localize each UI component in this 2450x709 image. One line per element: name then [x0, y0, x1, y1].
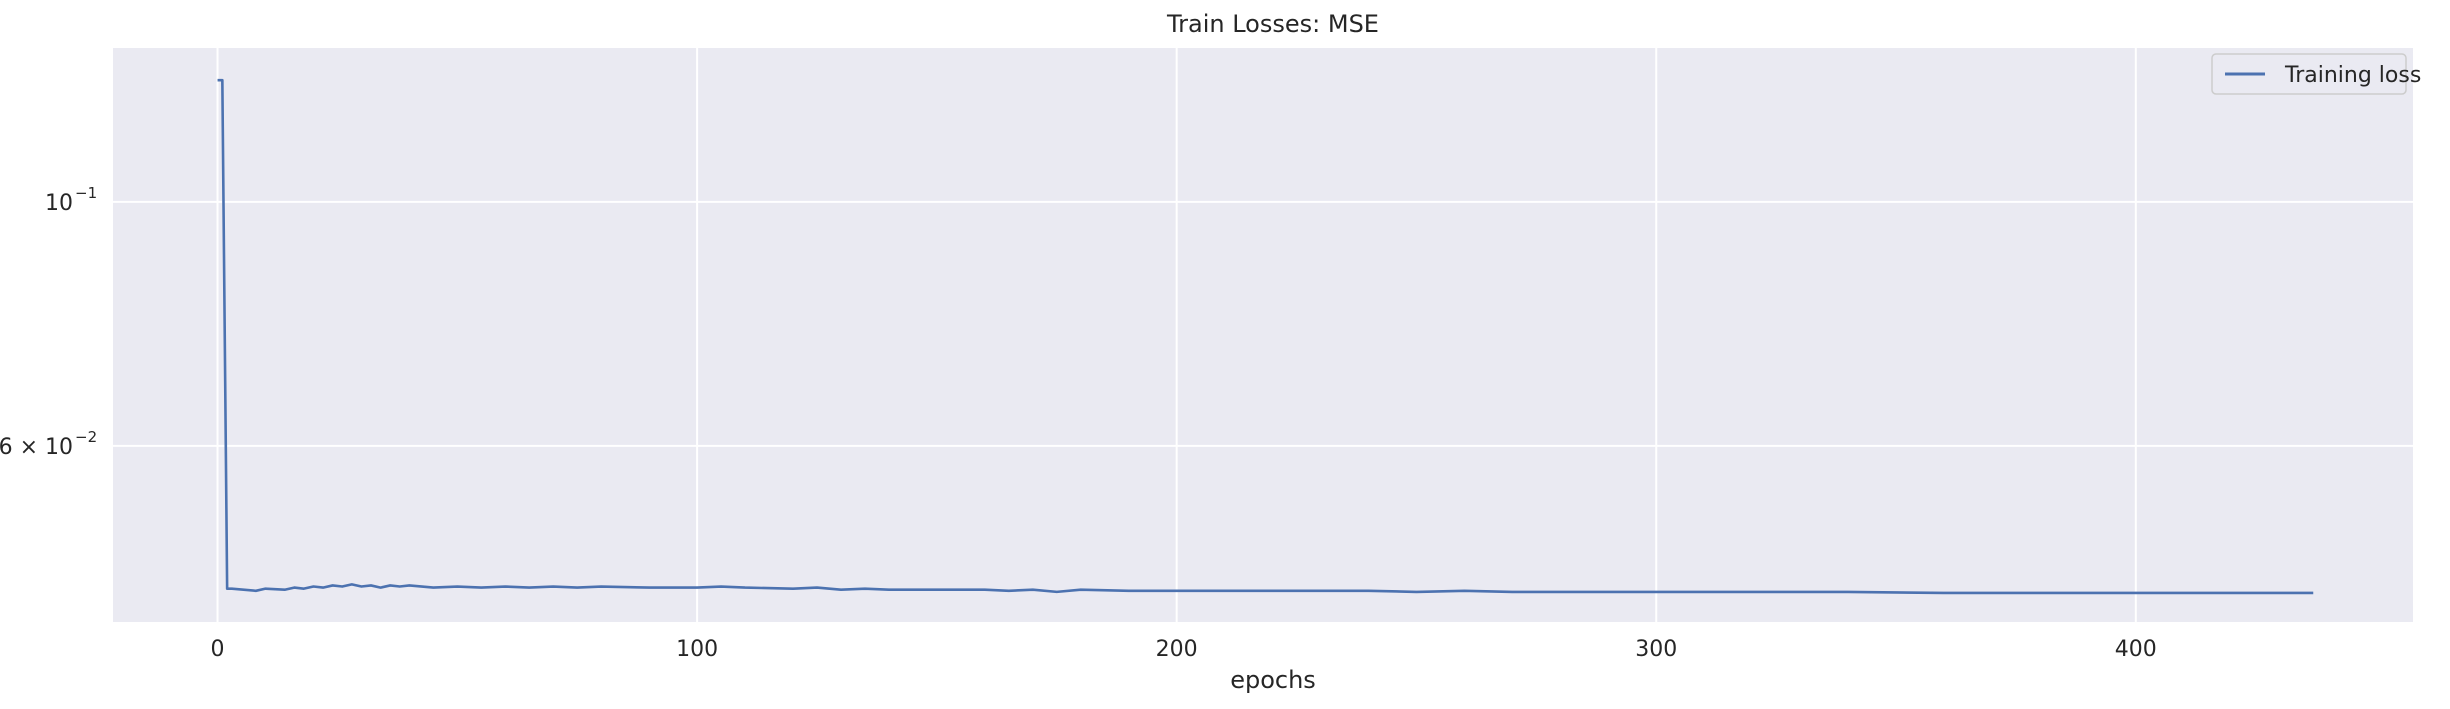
- x-tick-label: 400: [2115, 637, 2157, 662]
- series-line-training-loss: [217, 78, 2314, 595]
- y-tick-exponent: −1: [75, 184, 97, 202]
- x-tick-label: 300: [1635, 637, 1677, 662]
- x-tick-label: 200: [1156, 637, 1198, 662]
- legend: Training loss: [2211, 53, 2421, 95]
- grid-lines: [113, 48, 2413, 622]
- plot-background: [113, 48, 2413, 622]
- legend-label-training-loss: Training loss: [2284, 63, 2421, 88]
- x-tick-label: 0: [211, 637, 225, 662]
- x-tick-labels: 0 100 200 300 400: [211, 637, 2157, 662]
- x-axis-label: epochs: [1230, 666, 1316, 694]
- y-tick-label: 10: [45, 191, 73, 216]
- y-tick-label: 6 × 10: [0, 435, 73, 460]
- legend-box: [2211, 53, 2407, 95]
- chart-title: Train Losses: MSE: [1166, 10, 1379, 38]
- x-tick-label: 100: [676, 637, 718, 662]
- series-lines: [217, 78, 2314, 595]
- y-tick-exponent: −2: [75, 428, 97, 446]
- y-tick-labels: 10 −1 6 × 10 −2: [0, 184, 97, 460]
